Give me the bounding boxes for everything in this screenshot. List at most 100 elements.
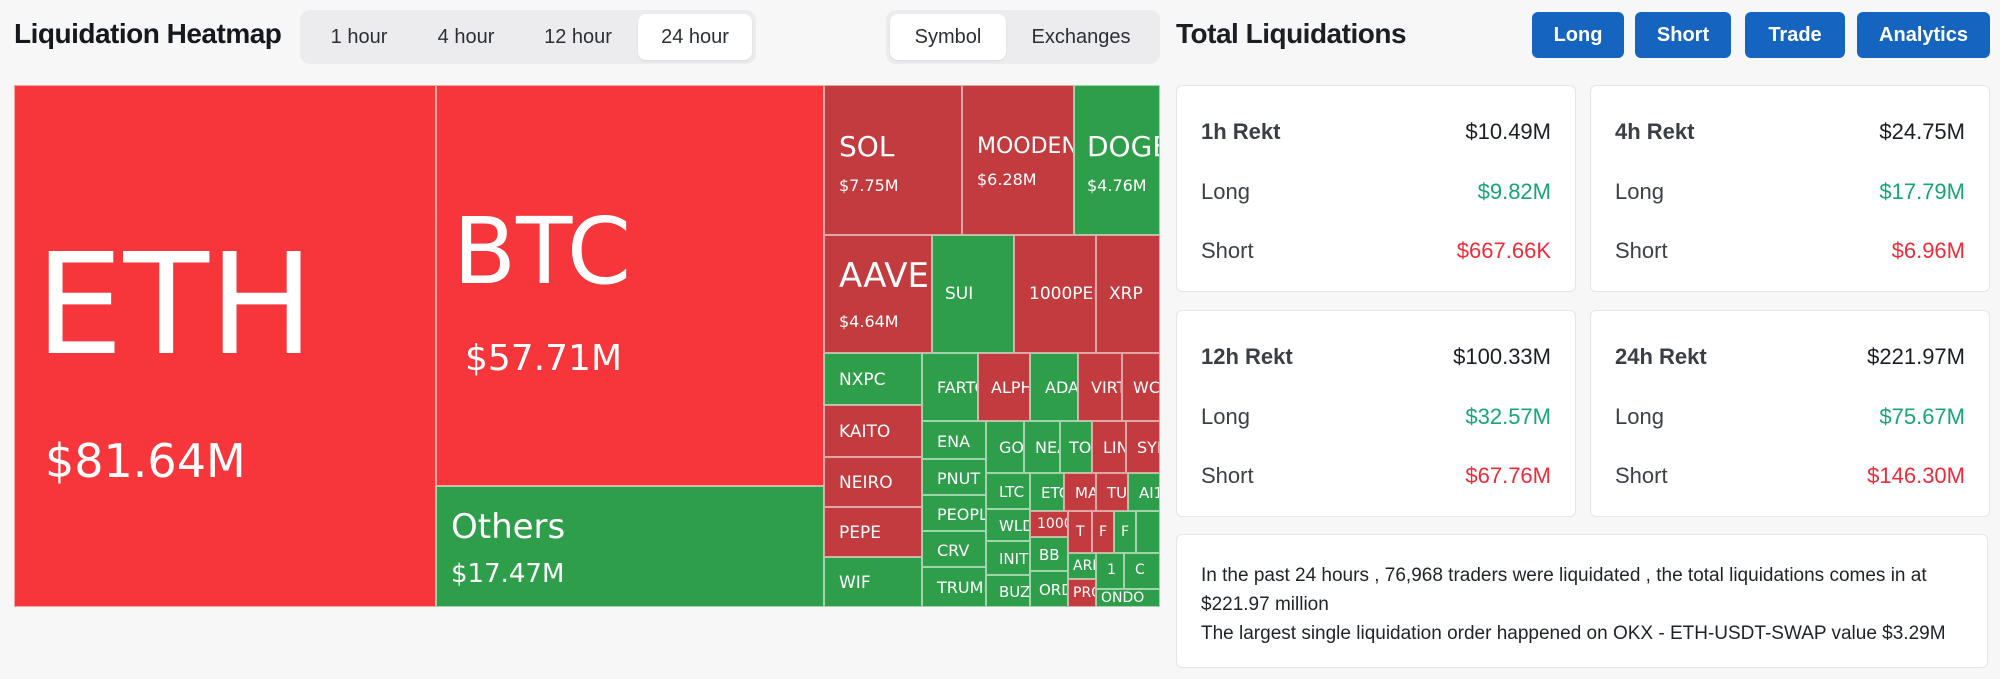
- tile-pepe[interactable]: PEPE: [824, 507, 922, 557]
- tile-symbol: ETC: [1041, 484, 1063, 502]
- short-label: Short: [1201, 463, 1254, 488]
- card-total: $100.33M: [1453, 344, 1551, 369]
- tile-near[interactable]: NEAR: [1024, 421, 1060, 473]
- tile-pnut[interactable]: PNUT: [922, 459, 986, 495]
- tile-syrup[interactable]: SYRUP: [1126, 421, 1160, 473]
- tile-symbol: NEAR: [1035, 438, 1059, 457]
- tile-buzz[interactable]: BUZZ: [986, 575, 1030, 607]
- tile-symbol: AAVE: [839, 256, 930, 296]
- tile-others[interactable]: Others $17.47M: [436, 486, 824, 607]
- long-button[interactable]: Long: [1532, 12, 1624, 58]
- card-1h-rekt: 1h Rekt $10.49M Long $9.82M Short $667.6…: [1176, 85, 1576, 292]
- tile-1000pepe[interactable]: 1000PEPE: [1014, 235, 1096, 353]
- short-value: $667.66K: [1456, 238, 1551, 263]
- tile-1[interactable]: 1: [1096, 553, 1124, 589]
- tile-goat[interactable]: GOAT: [986, 421, 1024, 473]
- tile-wld[interactable]: WLD: [986, 509, 1030, 541]
- long-value: $32.57M: [1465, 404, 1551, 429]
- timeframe-1-hour[interactable]: 1 hour: [330, 25, 388, 48]
- long-label: Long: [1615, 404, 1664, 429]
- tile-eth[interactable]: ETH $81.64M: [14, 85, 436, 607]
- tile-c[interactable]: C: [1124, 553, 1160, 589]
- card-12h-rekt: 12h Rekt $100.33M Long $32.57M Short $67…: [1176, 310, 1576, 517]
- tile-ada[interactable]: ADA: [1030, 353, 1078, 421]
- liquidation-summary: In the past 24 hours , 76,968 traders we…: [1176, 534, 1988, 668]
- card-4h-rekt: 4h Rekt $24.75M Long $17.79M Short $6.96…: [1590, 85, 1990, 292]
- tile-bb[interactable]: BB: [1030, 537, 1068, 571]
- tile-symbol: BB: [1039, 546, 1060, 564]
- tile-mask[interactable]: MASK: [1064, 473, 1096, 511]
- tile-arb[interactable]: ARB: [1068, 553, 1096, 579]
- summary-line-1: In the past 24 hours , 76,968 traders we…: [1201, 565, 1927, 615]
- analytics-button[interactable]: Analytics: [1857, 12, 1990, 58]
- tile-wct[interactable]: WCT: [1122, 353, 1160, 421]
- tile-symbol: WIF: [839, 573, 871, 593]
- short-label: Short: [1615, 238, 1668, 263]
- view-symbol[interactable]: Symbol: [890, 14, 1006, 60]
- timeframe-12-hour[interactable]: 12 hour: [544, 25, 612, 48]
- timeframe-4-hour[interactable]: 4 hour: [437, 25, 495, 48]
- tile-1000[interactable]: 1000: [1030, 511, 1068, 537]
- card-total: $10.49M: [1465, 119, 1551, 144]
- tile-ordi[interactable]: ORDI: [1030, 571, 1068, 607]
- tile-btc[interactable]: BTC $57.71M: [436, 85, 824, 486]
- tile-link[interactable]: LINK: [1092, 421, 1126, 473]
- tile-symbol: ALPHA: [991, 378, 1029, 397]
- tile-f-2[interactable]: F: [1114, 511, 1136, 553]
- tile-doge[interactable]: DOGE $4.76M: [1074, 85, 1160, 235]
- tile-symbol: TRUMP: [937, 578, 985, 597]
- tile-ondo[interactable]: ONDO: [1096, 589, 1160, 607]
- card-label: 12h Rekt: [1201, 344, 1293, 369]
- tile-symbol: ORDI: [1039, 581, 1067, 599]
- tile-symbol: ETH: [35, 224, 315, 387]
- tile-symbol: AI16Z: [1139, 484, 1159, 502]
- tile-symbol: PNUT: [937, 469, 981, 488]
- tile-symbol: DOGE: [1087, 130, 1159, 163]
- tile-kaito[interactable]: KAITO: [824, 405, 922, 457]
- tile-sol[interactable]: SOL $7.75M: [824, 85, 962, 235]
- tile-turbo[interactable]: TURBO: [1096, 473, 1128, 511]
- trade-button[interactable]: Trade: [1745, 12, 1845, 58]
- tile-ai16z[interactable]: AI16Z: [1128, 473, 1160, 511]
- short-label: Short: [1615, 463, 1668, 488]
- card-label: 24h Rekt: [1615, 344, 1707, 369]
- tile-people[interactable]: PEOPLE: [922, 495, 986, 531]
- tile-symbol: Others: [451, 507, 566, 547]
- tile-virtual[interactable]: VIRTUAL: [1078, 353, 1122, 421]
- tile-ena[interactable]: ENA: [922, 421, 986, 459]
- tile-symbol: ADA: [1045, 378, 1078, 397]
- card-label: 4h Rekt: [1615, 119, 1695, 144]
- tile-symbol: MASK: [1075, 484, 1096, 502]
- long-label: Long: [1615, 179, 1664, 204]
- tile-alpha[interactable]: ALPHA: [978, 353, 1030, 421]
- tile-fartcoin[interactable]: FARTCOIN: [922, 353, 978, 421]
- tile-etc[interactable]: ETC: [1030, 473, 1064, 511]
- tile-prompt[interactable]: PROMPT: [1068, 579, 1096, 607]
- tile-xrp[interactable]: XRP: [1096, 235, 1160, 353]
- tile-aave[interactable]: AAVE $4.64M: [824, 235, 932, 353]
- timeframe-24-hour[interactable]: 24 hour: [638, 14, 752, 60]
- tile-neiro[interactable]: NEIRO: [824, 457, 922, 507]
- tile-trump[interactable]: TRUMP: [922, 567, 986, 607]
- short-button[interactable]: Short: [1635, 12, 1731, 58]
- tile-t[interactable]: T: [1068, 511, 1092, 553]
- tile-value: $81.64M: [45, 434, 246, 488]
- tile-nxpc[interactable]: NXPC: [824, 353, 922, 405]
- tile-ltc[interactable]: LTC: [986, 473, 1030, 509]
- tile-symbol: NEIRO: [839, 473, 893, 493]
- tile-crv[interactable]: CRV: [922, 531, 986, 567]
- view-exchanges[interactable]: Exchanges: [1031, 25, 1131, 48]
- tile-sui[interactable]: SUI: [932, 235, 1014, 353]
- tile-symbol: PEOPLE: [937, 505, 985, 524]
- long-value: $9.82M: [1477, 179, 1551, 204]
- tile-symbol: ONDO: [1101, 590, 1145, 606]
- tile-init[interactable]: INIT: [986, 541, 1030, 575]
- tile-ton[interactable]: TON: [1060, 421, 1092, 473]
- short-value: $146.30M: [1867, 463, 1965, 488]
- tile-f[interactable]: F: [1092, 511, 1114, 553]
- tile-mooden[interactable]: MOODENG $6.28M: [962, 85, 1074, 235]
- tile-small[interactable]: [1136, 511, 1160, 553]
- tile-wif[interactable]: WIF: [824, 557, 922, 607]
- tile-symbol: KAITO: [839, 422, 891, 442]
- long-value: $75.67M: [1879, 404, 1965, 429]
